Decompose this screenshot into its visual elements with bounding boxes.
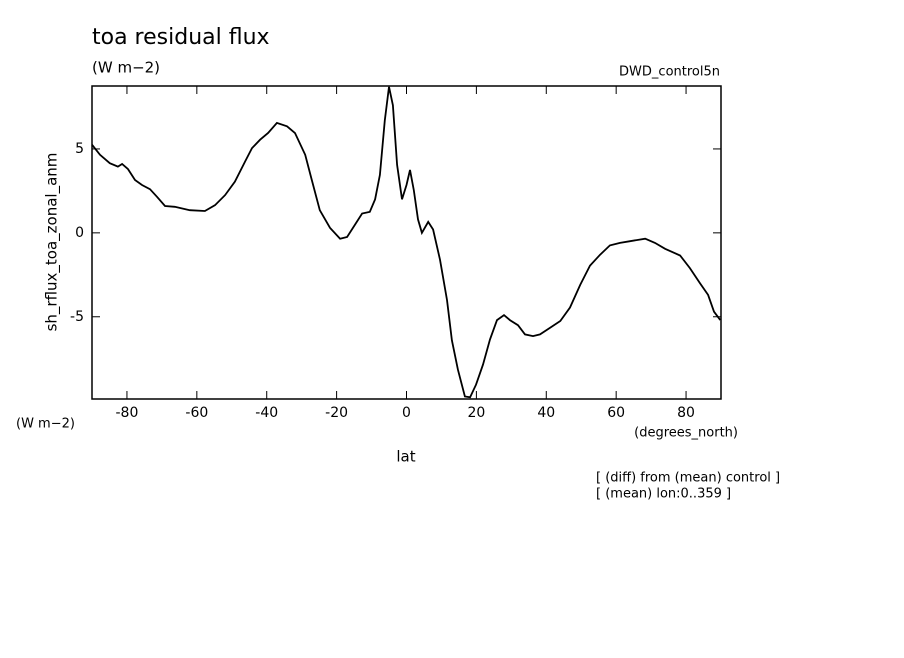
x-tick-label: -40 xyxy=(255,405,278,421)
chart-subtitle: (W m−2) xyxy=(92,59,160,77)
x-units: (degrees_north) xyxy=(634,426,738,441)
x-tick-label: 20 xyxy=(467,405,485,421)
x-tick-label: 60 xyxy=(607,405,625,421)
x-axis-label: lat xyxy=(396,448,415,466)
y-tick-label: -5 xyxy=(70,309,84,325)
x-tick-label: -80 xyxy=(116,405,139,421)
annotation: [ (diff) from (mean) control ] xyxy=(596,471,780,486)
chart-title: toa residual flux xyxy=(92,25,270,50)
y-units: (W m−2) xyxy=(16,417,75,432)
x-tick-label: -60 xyxy=(185,405,208,421)
run-label: DWD_control5n xyxy=(619,65,720,80)
y-axis-label: sh_rflux_toa_zonal_anm xyxy=(43,153,62,332)
x-tick-label: 0 xyxy=(402,405,411,421)
x-tick-label: -20 xyxy=(325,405,348,421)
data-line xyxy=(91,86,722,399)
annotation: [ (mean) lon:0..359 ] xyxy=(596,487,731,502)
x-tick-label: 80 xyxy=(677,405,695,421)
y-tick-label: 5 xyxy=(75,141,84,157)
x-tick-label: 40 xyxy=(537,405,555,421)
y-tick-label: 0 xyxy=(75,225,84,241)
